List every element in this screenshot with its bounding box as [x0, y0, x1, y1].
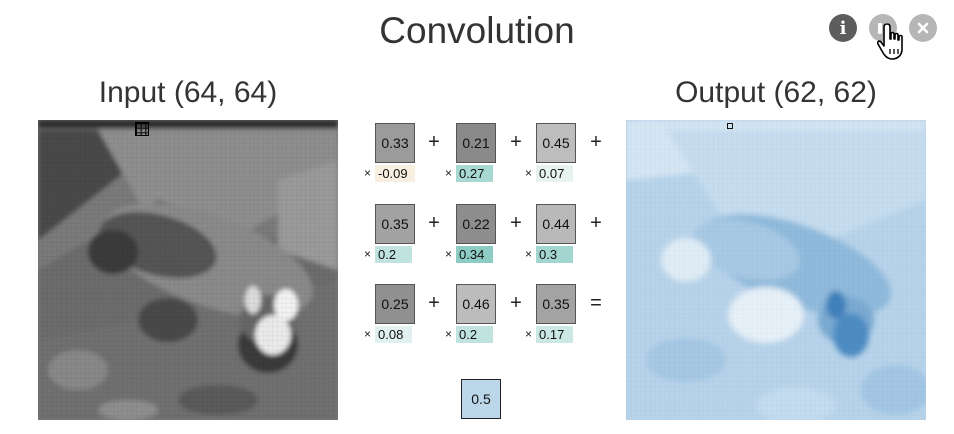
info-icon: i: [839, 17, 847, 39]
kernel-weight: 0.34: [456, 246, 493, 263]
kernel-cell: 0.46: [456, 284, 496, 324]
hand-cursor-icon: [877, 23, 903, 60]
kernel-cell: 0.44: [536, 204, 576, 244]
kernel-weight: 0.17: [536, 326, 573, 343]
plus-sign: +: [428, 212, 440, 234]
multiply-sign: ×: [445, 247, 453, 261]
close-icon: [917, 22, 929, 34]
plus-sign: +: [428, 292, 440, 314]
output-label: Output (62, 62): [675, 76, 877, 109]
kernel-weight: 0.07: [536, 165, 573, 182]
plus-sign: +: [590, 212, 602, 234]
page-title: Convolution: [379, 10, 575, 51]
multiply-sign: ×: [525, 166, 533, 180]
multiply-sign: ×: [525, 327, 533, 341]
input-window-marker: [135, 122, 149, 136]
kernel-weight: -0.09: [375, 165, 415, 182]
kernel-cell: 0.33: [375, 123, 415, 163]
kernel-cell: 0.45: [536, 123, 576, 163]
kernel-weight: 0.2: [456, 326, 493, 343]
multiply-sign: ×: [445, 327, 453, 341]
kernel-cell: 0.35: [375, 204, 415, 244]
plus-sign: +: [590, 131, 602, 153]
info-button[interactable]: i: [829, 14, 857, 42]
output-image[interactable]: [626, 120, 926, 420]
kernel-cell: 0.25: [375, 284, 415, 324]
plus-sign: +: [428, 131, 440, 153]
plus-sign: +: [510, 131, 522, 153]
kernel-cell: 0.22: [456, 204, 496, 244]
bias-cell: 0.5: [461, 379, 501, 419]
multiply-sign: ×: [364, 327, 372, 341]
kernel-cell: 0.35: [536, 284, 576, 324]
kernel-weight: 0.2: [375, 246, 412, 263]
plus-sign: +: [510, 292, 522, 314]
multiply-sign: ×: [364, 247, 372, 261]
multiply-sign: ×: [525, 247, 533, 261]
kernel-cell: 0.21: [456, 123, 496, 163]
multiply-sign: ×: [445, 166, 453, 180]
close-button[interactable]: [909, 14, 937, 42]
input-label: Input (64, 64): [98, 76, 278, 109]
kernel-weight: 0.3: [536, 246, 573, 263]
multiply-sign: ×: [364, 166, 372, 180]
kernel-weight: 0.08: [375, 326, 412, 343]
input-image[interactable]: [38, 120, 338, 420]
equals-sign: =: [590, 292, 602, 314]
kernel-weight: 0.27: [456, 165, 493, 182]
plus-sign: +: [510, 212, 522, 234]
output-pixel-marker: [727, 123, 733, 129]
